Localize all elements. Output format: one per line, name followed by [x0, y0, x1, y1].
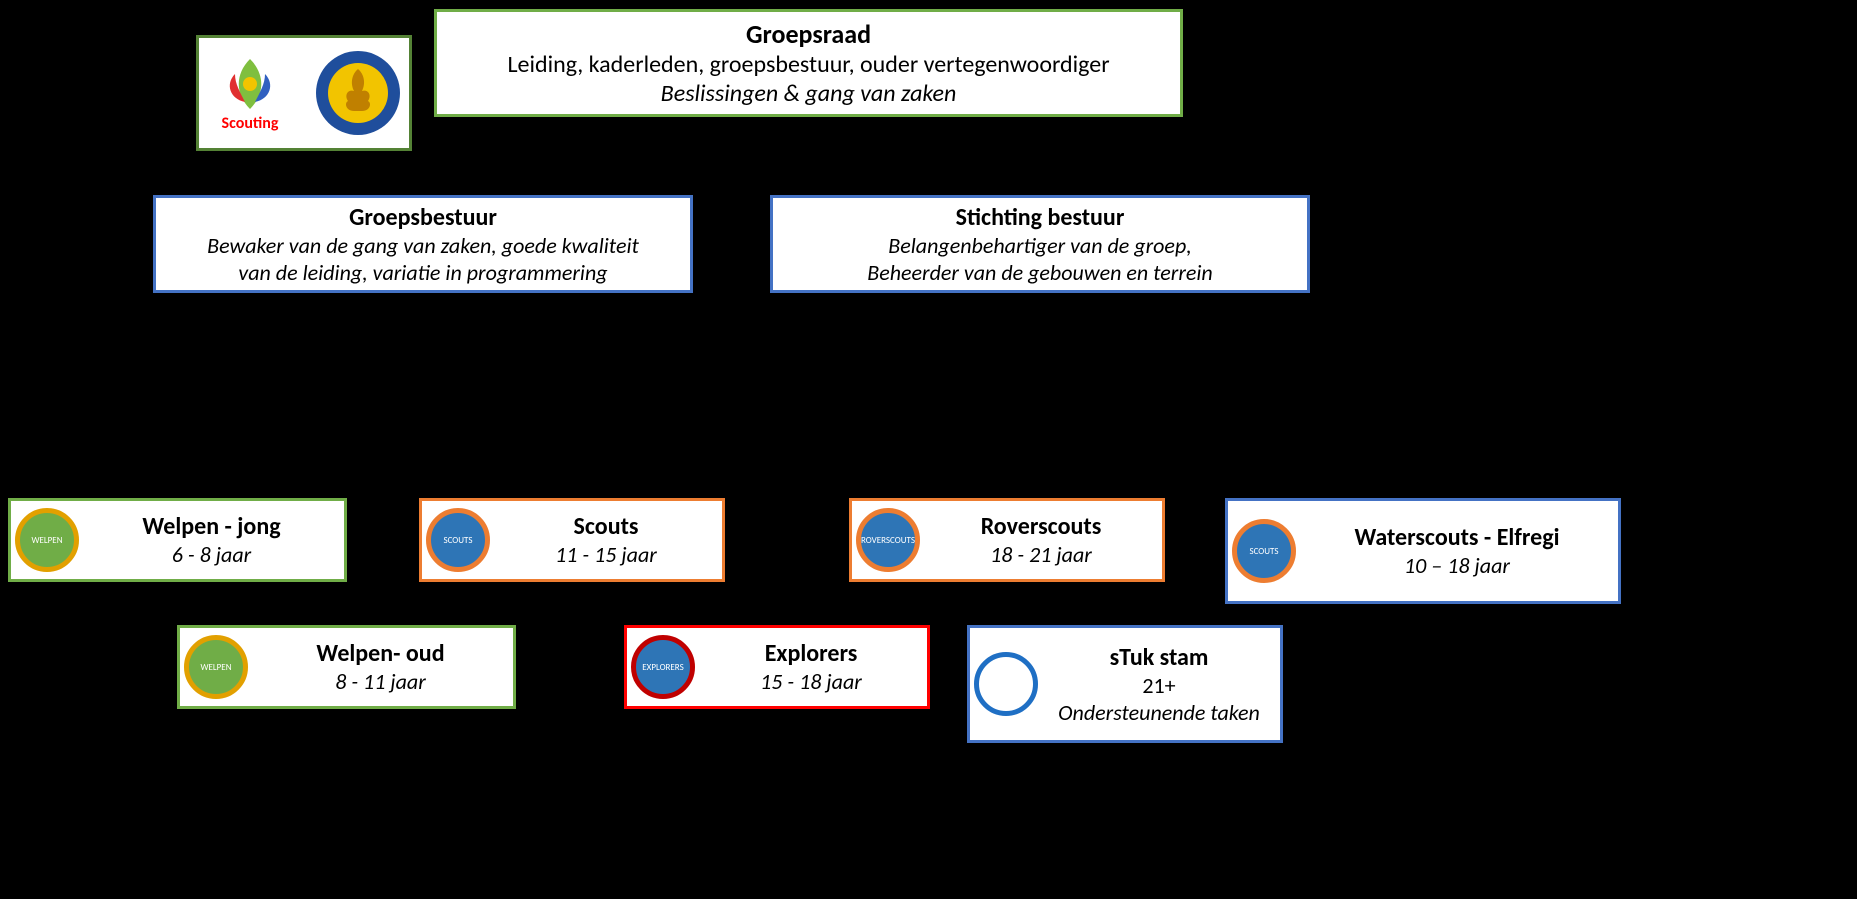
unit-stuk_stam: STAMsTuk stam21+Ondersteunende taken: [967, 625, 1283, 743]
unit-title: sTuk stam: [1048, 643, 1270, 672]
badge-explorers-icon: EXPLORERS: [631, 635, 695, 699]
unit-age: 11 - 15 jaar: [500, 541, 712, 568]
groepsraad-title: Groepsraad: [746, 18, 871, 50]
unit-title: Scouts: [500, 512, 712, 541]
badge-waterscouts-icon: SCOUTS: [1232, 519, 1296, 583]
unit-waterscouts: SCOUTSWaterscouts - Elfregi10 – 18 jaar: [1225, 498, 1621, 604]
unit-explorers: EXPLORERSExplorers15 - 18 jaar: [624, 625, 930, 709]
unit-text: Scouts11 - 15 jaar: [500, 512, 712, 568]
badge-stuk_stam-icon: STAM: [974, 652, 1038, 716]
unit-text: Welpen- oud8 - 11 jaar: [258, 639, 503, 695]
groepsraad-line2: Leiding, kaderleden, groepsbestuur, oude…: [507, 50, 1109, 79]
unit-title: Welpen - jong: [89, 512, 334, 541]
unit-welpen_oud: WELPENWelpen- oud8 - 11 jaar: [177, 625, 516, 709]
unit-age: 10 – 18 jaar: [1306, 552, 1608, 579]
stichting-title: Stichting bestuur: [956, 203, 1125, 232]
unit-text: Welpen - jong6 - 8 jaar: [89, 512, 334, 568]
groepsbestuur-line2: Bewaker van de gang van zaken, goede kwa…: [207, 232, 639, 259]
unit-age: 8 - 11 jaar: [258, 668, 503, 695]
group-emblem: [307, 38, 409, 148]
badge-scouts-icon: SCOUTS: [426, 508, 490, 572]
unit-age: 18 - 21 jaar: [930, 541, 1152, 568]
unit-title: Roverscouts: [930, 512, 1152, 541]
stichting-box: Stichting bestuur Belangenbehartiger van…: [770, 195, 1310, 293]
groepsraad-line3: Beslissingen & gang van zaken: [661, 79, 957, 108]
unit-text: Roverscouts18 - 21 jaar: [930, 512, 1152, 568]
unit-age: 15 - 18 jaar: [705, 668, 917, 695]
unit-extra: Ondersteunende taken: [1048, 699, 1270, 726]
unit-title: Explorers: [705, 639, 917, 668]
unit-age: 6 - 8 jaar: [89, 541, 334, 568]
scouting-label: Scouting: [222, 114, 279, 133]
groepsbestuur-line3: van de leiding, variatie in programmerin…: [238, 259, 607, 286]
stichting-line2: Belangenbehartiger van de groep,: [888, 232, 1192, 259]
logo-box: Scouting: [196, 35, 412, 151]
unit-title: Welpen- oud: [258, 639, 503, 668]
unit-age: 21+: [1048, 672, 1270, 699]
badge-welpen_oud-icon: WELPEN: [184, 635, 248, 699]
stichting-line3: Beheerder van de gebouwen en terrein: [867, 259, 1213, 286]
badge-roverscouts-icon: ROVERSCOUTS: [856, 508, 920, 572]
scouting-logo: Scouting: [199, 38, 301, 148]
badge-welpen_jong-icon: WELPEN: [15, 508, 79, 572]
groepsbestuur-box: Groepsbestuur Bewaker van de gang van za…: [153, 195, 693, 293]
unit-text: Waterscouts - Elfregi10 – 18 jaar: [1306, 523, 1608, 579]
unit-welpen_jong: WELPENWelpen - jong6 - 8 jaar: [8, 498, 347, 582]
unit-text: sTuk stam21+Ondersteunende taken: [1048, 643, 1270, 726]
groepsbestuur-title: Groepsbestuur: [349, 203, 497, 232]
unit-title: Waterscouts - Elfregi: [1306, 523, 1608, 552]
unit-roverscouts: ROVERSCOUTSRoverscouts18 - 21 jaar: [849, 498, 1165, 582]
groepsraad-box: Groepsraad Leiding, kaderleden, groepsbe…: [434, 9, 1183, 117]
unit-text: Explorers15 - 18 jaar: [705, 639, 917, 695]
unit-scouts: SCOUTSScouts11 - 15 jaar: [419, 498, 725, 582]
